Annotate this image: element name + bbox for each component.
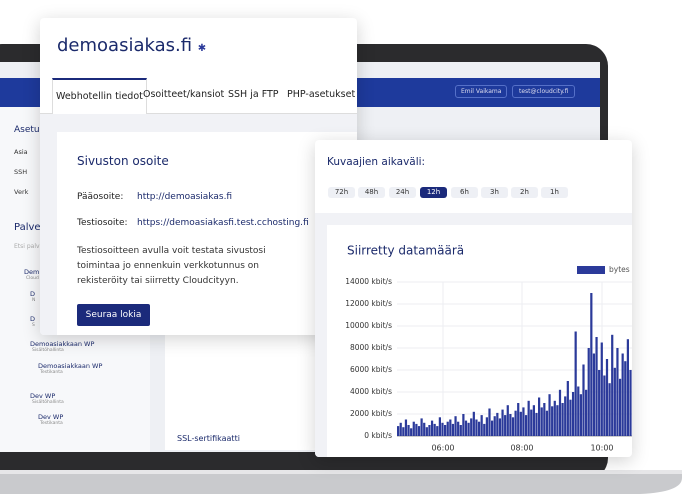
user-button[interactable]: Emil Vaikama <box>455 85 508 98</box>
site-title: demoasiakas.fi ✱ <box>57 35 206 56</box>
tree-sub: N <box>32 298 36 303</box>
chart-panel <box>327 225 632 457</box>
laptop-edge <box>0 470 682 474</box>
search-input[interactable]: Etsi palv <box>14 243 40 250</box>
range-button[interactable]: 12h <box>420 187 447 198</box>
tree-title[interactable]: Demoasiakkaan WP <box>38 362 103 370</box>
range-button[interactable]: 48h <box>358 187 385 198</box>
sidebar-item[interactable]: Asia <box>14 148 28 156</box>
address-card <box>57 132 357 335</box>
range-button[interactable]: 24h <box>389 187 416 198</box>
site-title-text: demoasiakas.fi <box>57 35 193 56</box>
description: Testiosoitteen avulla voit testata sivus… <box>77 246 266 286</box>
tab[interactable]: SSH ja FTP <box>228 89 279 100</box>
email-button[interactable]: test@cloudcity.fi <box>512 85 576 98</box>
tree-sub: Testikanta <box>40 421 63 426</box>
chart-card: Kuvaajien aikaväli: <box>315 140 632 457</box>
row-value: https://demoasiakasfi.test.cchosting.fi <box>137 218 309 228</box>
tree-sub: Cloud <box>26 276 39 281</box>
tree-title[interactable]: Dev WP <box>38 413 64 421</box>
sidebar-heading: Asetuk <box>14 125 45 135</box>
range-button[interactable]: 2h <box>511 187 538 198</box>
services-heading: Palvel <box>14 222 44 233</box>
log-button[interactable]: Seuraa lokia <box>77 304 150 326</box>
section-label: SSL-sertifikaatti <box>177 434 240 443</box>
range-button[interactable]: 1h <box>541 187 568 198</box>
range-button[interactable]: 72h <box>328 187 355 198</box>
tree-title[interactable]: Dem <box>24 268 40 276</box>
sidebar-item[interactable]: SSH <box>14 168 28 176</box>
laptop-base <box>0 470 682 494</box>
range-button[interactable]: 3h <box>481 187 508 198</box>
range-label: Kuvaajien aikaväli: <box>327 156 426 168</box>
settings-icon[interactable]: ✱ <box>197 43 207 54</box>
row-label: Pääosoite: <box>77 192 124 202</box>
section-title: Sivuston osoite <box>77 154 169 168</box>
tab-divider <box>40 113 357 114</box>
tab[interactable]: PHP-asetukset <box>287 89 356 100</box>
row-label: Testiosoite: <box>77 218 128 228</box>
tab[interactable]: Webhotellin tiedot <box>52 78 147 114</box>
row-value: http://demoasiakas.fi <box>137 192 233 202</box>
tree-title[interactable]: D <box>30 290 36 298</box>
tab[interactable]: Osoitteet/kansiot <box>143 89 225 100</box>
tree-title[interactable]: Dev WP <box>30 392 56 400</box>
tree-sub: Sisältöhallinta <box>32 348 64 353</box>
site-card: demoasiakas.fi ✱ Sivuston osoite Testios… <box>40 18 357 335</box>
tree-sub: Sisältöhallinta <box>32 400 64 405</box>
sidebar-item[interactable]: Verk <box>14 188 29 196</box>
tree-title[interactable]: Demoasiakkaan WP <box>30 340 95 348</box>
range-button[interactable]: 6h <box>451 187 478 198</box>
tree-sub: Testikanta <box>40 370 63 375</box>
tree-sub: S <box>32 323 35 328</box>
tree-title[interactable]: D <box>30 315 36 323</box>
